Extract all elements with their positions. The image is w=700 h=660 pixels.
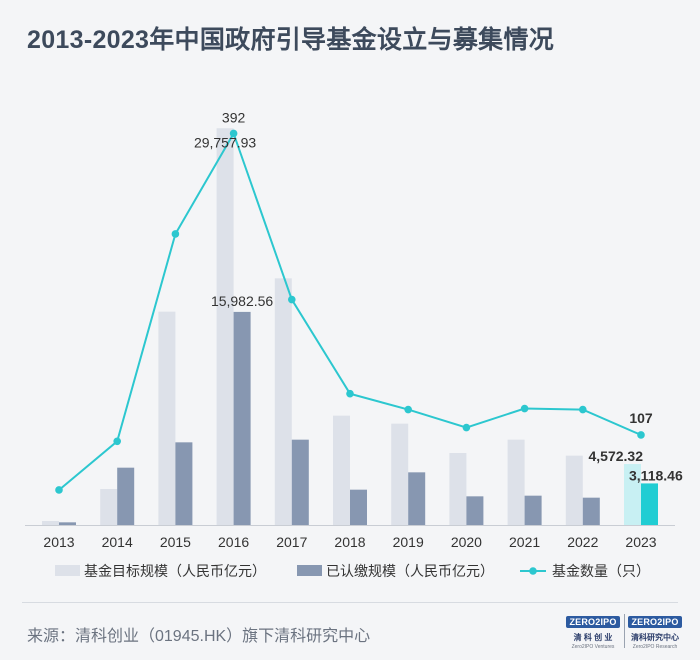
bar-raised-2020 bbox=[466, 496, 484, 525]
bar-raised-2014 bbox=[117, 467, 135, 525]
bar-raised-2022 bbox=[582, 497, 600, 525]
line-point-2022 bbox=[579, 405, 587, 414]
x-tick-label-2019: 2019 bbox=[393, 534, 424, 550]
bar-raised-2015 bbox=[175, 442, 193, 525]
x-tick-label-2013: 2013 bbox=[43, 534, 74, 550]
line-point-2016 bbox=[229, 129, 238, 138]
legend-swatch-1 bbox=[297, 565, 322, 576]
x-tick-label-2021: 2021 bbox=[509, 534, 540, 550]
bar-raised-2013 bbox=[59, 522, 76, 525]
legend-marker-2 bbox=[529, 567, 537, 575]
line-point-2017 bbox=[288, 295, 296, 304]
x-tick-label-2018: 2018 bbox=[334, 534, 365, 550]
data-label-s1-2023: 3,118.46 bbox=[629, 467, 683, 483]
bar-raised-2023 bbox=[641, 483, 658, 525]
logo-separator bbox=[624, 614, 625, 648]
bar-target-2015 bbox=[158, 311, 176, 525]
zero2ipo-research-logo: ZERO2IPO 清科研究中心 Zero2IPO Research bbox=[627, 612, 683, 650]
bar-target-2022 bbox=[565, 455, 583, 525]
bar-target-2013 bbox=[42, 521, 59, 525]
bar-raised-2018 bbox=[350, 489, 367, 525]
line-point-2021 bbox=[520, 404, 529, 413]
bar-target-2021 bbox=[507, 439, 525, 525]
bar-raised-2021 bbox=[524, 495, 542, 525]
bar-target-2019 bbox=[391, 423, 409, 525]
footer-divider bbox=[22, 602, 678, 603]
zero2ipo-ventures-logo: ZERO2IPO 清 科 创 业 Zero2IPO Ventures bbox=[565, 612, 621, 650]
data-label-s0-2016: 29,757.93 bbox=[194, 134, 256, 150]
x-tick-label-2022: 2022 bbox=[567, 534, 598, 550]
x-tick-label-2015: 2015 bbox=[160, 534, 191, 550]
x-tick-label-2017: 2017 bbox=[276, 534, 307, 550]
bar-target-2023 bbox=[624, 464, 641, 525]
logos: ZERO2IPO 清 科 创 业 Zero2IPO Ventures ZERO2… bbox=[565, 612, 685, 652]
legend-label-0: 基金目标规模（人民币亿元） bbox=[84, 563, 266, 579]
source-note: 来源：清科创业（01945.HK）旗下清科研究中心 bbox=[27, 628, 371, 645]
data-label-s1-2016: 15,982.56 bbox=[211, 293, 273, 309]
line-point-2023 bbox=[637, 431, 645, 439]
bar-target-2018 bbox=[333, 415, 350, 525]
chart: 392 29,757.93 15,982.56 107 4,572.32 3,118.46… bbox=[25, 109, 683, 579]
data-label-s2-2016: 392 bbox=[222, 109, 246, 125]
line-point-2019 bbox=[404, 405, 413, 414]
data-label-s2-2023: 107 bbox=[629, 410, 653, 426]
legend-label-1: 已认缴规模（人民币亿元） bbox=[326, 563, 494, 579]
chart-title: 2013-2023年中国政府引导基金设立与募集情况 bbox=[27, 26, 555, 54]
legend-label-2: 基金数量（只） bbox=[552, 563, 650, 579]
line-point-2014 bbox=[113, 437, 121, 446]
line-point-2020 bbox=[462, 423, 471, 432]
x-tick-label-2023: 2023 bbox=[625, 534, 656, 550]
bar-target-2020 bbox=[449, 453, 467, 525]
line-point-2013 bbox=[55, 486, 63, 494]
bar-raised-2019 bbox=[408, 472, 426, 525]
x-tick-label-2016: 2016 bbox=[218, 534, 249, 550]
x-tick-label-2020: 2020 bbox=[451, 534, 482, 550]
bar-target-2014 bbox=[100, 489, 118, 525]
x-tick-label-2014: 2014 bbox=[102, 534, 133, 550]
data-label-s0-2023: 4,572.32 bbox=[589, 448, 644, 464]
bar-target-2016 bbox=[216, 128, 234, 525]
line-point-2018 bbox=[346, 389, 354, 398]
line-point-2015 bbox=[171, 230, 180, 238]
bar-target-2017 bbox=[274, 278, 292, 525]
bar-raised-2017 bbox=[291, 439, 309, 525]
legend-swatch-0 bbox=[55, 565, 80, 576]
bar-raised-2016 bbox=[233, 311, 251, 525]
